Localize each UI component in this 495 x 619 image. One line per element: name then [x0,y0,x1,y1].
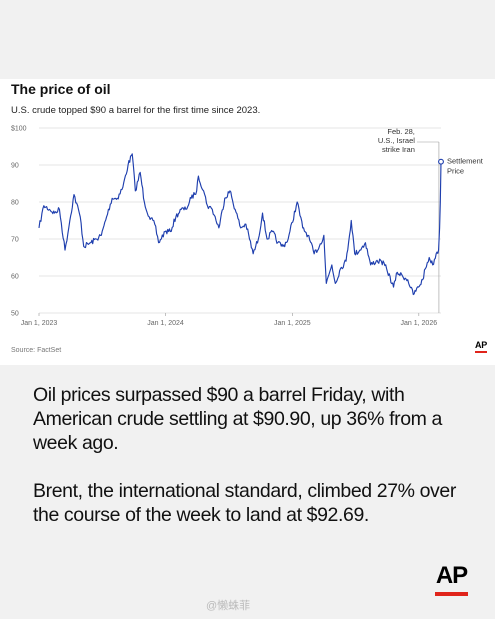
chart-title: The price of oil [11,81,111,97]
article-paragraph-2: Brent, the international standard, climb… [33,480,456,526]
chart-card: The price of oil U.S. crude topped $90 a… [0,79,495,365]
y-tick-label-1: 90 [11,163,19,170]
ap-logo: AP [435,563,468,596]
x-tick-label-1: Jan 1, 2024 [147,320,184,327]
endpoint-annotation-line-1: Price [447,167,464,176]
article-paragraph-1: Oil prices surpassed $90 a barrel Friday… [33,384,442,454]
y-tick-label-5: 50 [11,311,19,318]
ap-small-logo-bar [475,351,487,353]
settlement-price-marker [438,158,444,165]
ap-small-logo-text: AP [475,340,487,350]
y-tick-label-3: 70 [11,237,19,244]
event-annotation-line-1: U.S., Israel [378,136,415,145]
ap-logo-bar [435,592,468,596]
ap-small-logo: AP [475,341,487,353]
endpoint-annotation-line-0: Settlement [447,157,484,166]
y-tick-label-4: 60 [11,274,19,281]
watermark: @懒蛛菲 [206,600,251,612]
event-annotation-line-0: Feb. 28, [387,127,415,136]
x-tick-label-0: Jan 1, 2023 [21,320,58,327]
x-tick-label-2: Jan 1, 2025 [274,320,311,327]
ap-logo-text: AP [435,562,468,589]
x-tick-label-3: Jan 1, 2026 [401,320,438,327]
chart-source: Source: FactSet [11,347,62,354]
price-series-line [38,153,442,296]
article-text: Oil prices surpassed $90 a barrel Friday… [33,383,473,551]
y-tick-label-2: 80 [11,200,19,207]
chart-subtitle: U.S. crude topped $90 a barrel for the f… [11,105,261,116]
event-annotation-line-2: strike Iran [382,145,415,154]
y-tick-label-0: $100 [11,126,27,133]
